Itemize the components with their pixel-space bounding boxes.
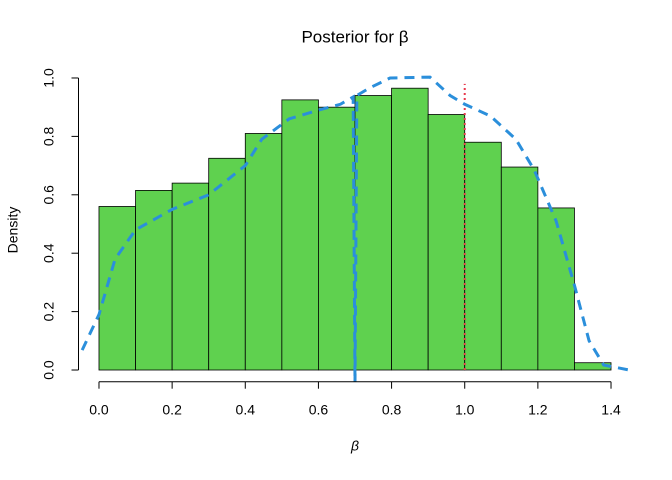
y-tick-label: 0.8 (41, 126, 57, 146)
y-tick-label: 0.6 (41, 185, 57, 205)
y-tick-label: 0.2 (41, 302, 57, 322)
plot-area (80, 75, 630, 382)
chart-title: Posterior for β (301, 27, 408, 46)
x-tick-label: 0.0 (89, 401, 109, 417)
bar (171, 182, 210, 371)
bar (281, 99, 319, 371)
bar (318, 106, 356, 371)
bar (98, 206, 136, 371)
bar (391, 87, 429, 371)
y-tick-label: 0.4 (41, 243, 57, 263)
y-axis-title: Density (5, 207, 21, 254)
bar (537, 207, 575, 371)
bar (464, 141, 502, 371)
x-tick-label: 1.4 (601, 401, 621, 417)
x-tick-label: 0.8 (382, 401, 402, 417)
bar (135, 190, 173, 371)
x-axis-title: β (350, 438, 359, 454)
bar (244, 133, 283, 371)
bar (354, 95, 392, 371)
y-tick-label: 0.0 (41, 360, 57, 380)
x-tick-label: 0.6 (309, 401, 329, 417)
x-tick-label: 1.2 (528, 401, 548, 417)
x-tick-label: 0.2 (162, 401, 182, 417)
x-tick-label: 1.0 (455, 401, 475, 417)
y-tick-label: 1.0 (41, 68, 57, 88)
bar (427, 114, 466, 371)
bar (208, 157, 246, 371)
x-tick-label: 0.4 (236, 401, 256, 417)
bar (500, 166, 539, 371)
density-line (80, 75, 630, 382)
